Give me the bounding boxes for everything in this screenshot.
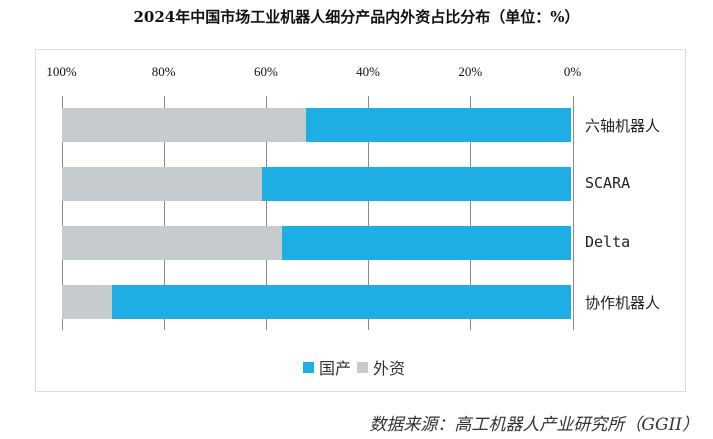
category-label: SCARA [585,174,631,192]
gridline [573,96,574,330]
legend-swatch-foreign [357,361,369,373]
bar-row[interactable] [61,167,573,201]
gridline [368,96,369,330]
bar-segment-domestic[interactable] [282,226,572,260]
chart-frame [35,49,686,392]
gridline [164,96,165,330]
x-tick-label: 100% [46,64,77,79]
bar-segment-foreign[interactable] [61,226,283,260]
legend: 国产 外资 [303,355,411,379]
category-label: 协作机器人 [585,294,661,312]
x-tick-label: 20% [458,64,483,79]
gridline [470,96,471,330]
data-source-note: 数据来源：高工机器人产业研究所（GGII） [369,415,699,435]
legend-swatch-domestic [303,361,314,373]
bar-segment-domestic[interactable] [262,167,572,201]
bar-row[interactable] [61,108,573,142]
gridline [62,96,63,330]
bar-segment-domestic[interactable] [306,108,572,142]
gridline [266,96,267,330]
bar-segment-foreign[interactable] [61,108,307,142]
category-label: Delta [585,233,631,251]
legend-label-foreign: 外资 [373,359,406,378]
x-tick-label: 0% [563,64,582,79]
bar-segment-foreign[interactable] [61,167,263,201]
legend-item-domestic[interactable]: 国产 [303,355,351,379]
bar-segment-foreign[interactable] [61,285,113,319]
chart-title: 2024年中国市场工业机器人细分产品内外资占比分布（单位：%） [133,8,580,26]
category-label: 六轴机器人 [585,117,661,135]
bar-row[interactable] [61,285,573,319]
legend-item-foreign[interactable]: 外资 [357,355,405,379]
legend-label-domestic: 国产 [319,359,352,378]
x-tick-label: 80% [151,64,176,79]
x-tick-label: 60% [253,64,278,79]
bar-segment-domestic[interactable] [112,285,572,319]
x-tick-label: 40% [356,64,381,79]
bar-row[interactable] [61,226,573,260]
